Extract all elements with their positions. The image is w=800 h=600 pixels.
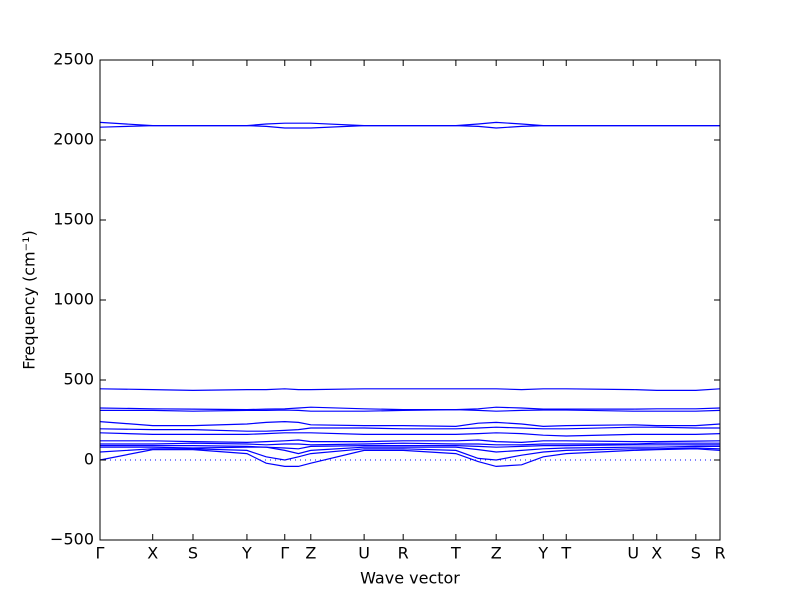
- y-tick-label: 2000: [53, 130, 94, 149]
- band-line: [99, 448, 721, 468]
- x-tick-label: U: [627, 544, 639, 563]
- y-axis-label: Frequency (cm⁻¹): [20, 230, 39, 369]
- x-tick-label: X: [651, 544, 662, 563]
- band-line: [99, 388, 721, 392]
- plot-area: [100, 60, 720, 540]
- band-line: [100, 445, 720, 455]
- plot: [99, 121, 721, 468]
- band-line: [100, 439, 721, 444]
- x-tick-label: S: [691, 544, 701, 563]
- x-tick-label: Γ: [96, 544, 105, 563]
- x-tick-label: U: [358, 544, 370, 563]
- y-tick-label: 1000: [53, 290, 94, 309]
- x-axis-label: Wave vector: [360, 569, 460, 588]
- y-tick-label: 500: [63, 370, 94, 389]
- x-tick-label: Z: [491, 544, 502, 563]
- x-tick-label: Z: [305, 544, 316, 563]
- band-line: [99, 426, 720, 432]
- y-tick-label: 2500: [53, 50, 94, 69]
- x-tick-label: Y: [241, 544, 252, 563]
- y-tick-label: −500: [50, 530, 94, 549]
- band-line: [100, 444, 720, 450]
- band-line: [100, 442, 720, 446]
- band-line: [99, 447, 721, 461]
- x-tick-label: R: [398, 544, 409, 563]
- y-tick-label: 1500: [53, 210, 94, 229]
- x-tick-label: Γ: [280, 544, 289, 563]
- band-line: [99, 420, 721, 428]
- band-line: [99, 125, 720, 129]
- x-tick-label: Y: [537, 544, 548, 563]
- band-line: [100, 408, 721, 412]
- x-tick-label: T: [560, 544, 571, 563]
- x-tick-label: X: [147, 544, 158, 563]
- x-tick-label: T: [450, 544, 461, 563]
- x-tick-label: R: [714, 544, 725, 563]
- band-line: [99, 432, 721, 437]
- y-tick-label: 0: [84, 450, 94, 469]
- x-tick-label: S: [188, 544, 198, 563]
